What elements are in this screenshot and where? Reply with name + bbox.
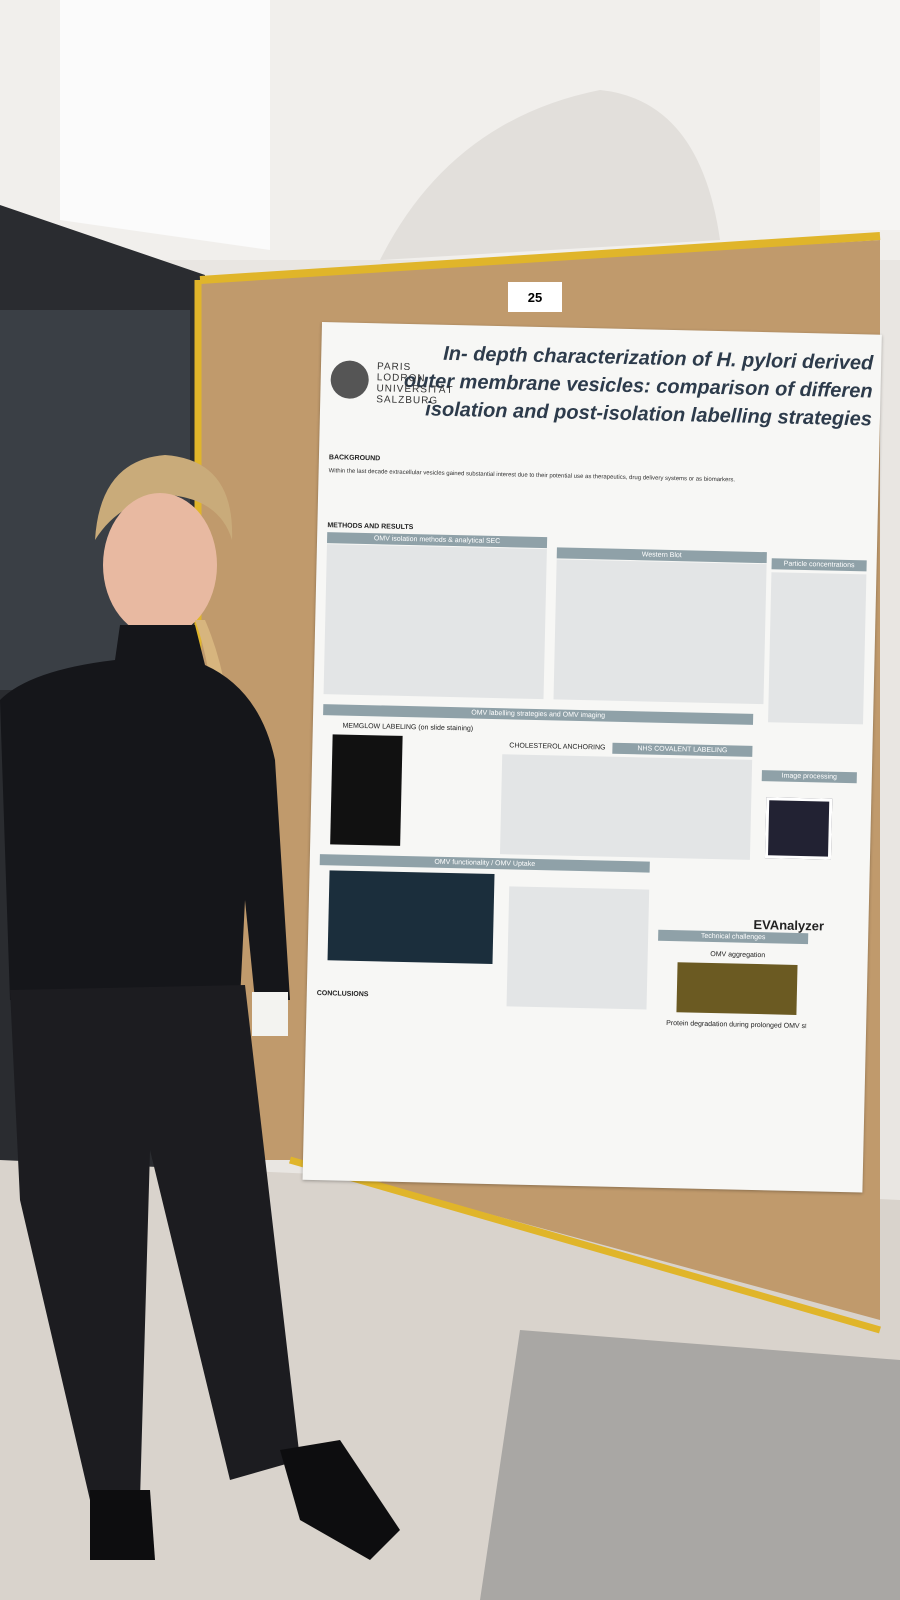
logo: EVAnalyzer (753, 916, 825, 934)
hair (95, 455, 233, 540)
panel-header: CHOLESTEROL ANCHORING (509, 742, 606, 752)
frame-top (199, 232, 881, 284)
figure (553, 559, 767, 705)
board-number: 25 (528, 290, 542, 305)
sweater (0, 625, 290, 1000)
figure (323, 544, 547, 700)
panel-header: OMV functionality / OMV Uptake (319, 854, 650, 873)
boot-right (280, 1440, 400, 1560)
window-light (60, 0, 270, 250)
figure (506, 886, 650, 1010)
section-heading: BACKGROUND (328, 454, 381, 463)
background-text: Within the last decade extracellular ves… (328, 468, 736, 484)
panel-header: Protein degradation during prolonged OMV… (666, 1019, 807, 1031)
panel-header: MEMGLOW LABELING (on slide staining) (342, 722, 474, 733)
section-heading: CONCLUSIONS (316, 990, 369, 999)
pillar (820, 0, 900, 230)
floor-tile (480, 1330, 900, 1600)
poster-title: outer membrane vesicles: comparison of d… (403, 369, 873, 403)
university-seal (330, 360, 370, 400)
microscopy-grid (330, 734, 403, 846)
panel-header: Particle concentrations (771, 558, 867, 572)
name-badge (252, 992, 288, 1036)
qr-code (764, 797, 833, 860)
panel-header: NHS COVALENT LABELING (612, 742, 753, 757)
aggregation-image (676, 962, 798, 1015)
university-name: SALZBURG (376, 394, 439, 407)
panel-header: Image processing (761, 770, 857, 784)
trousers (10, 985, 300, 1500)
number-card (508, 282, 562, 312)
vault (380, 90, 720, 260)
poster-title: isolation and post-isolation labelling s… (425, 398, 873, 431)
university-name: PARIS (376, 361, 412, 374)
uptake-images (327, 870, 495, 965)
figure (499, 754, 753, 860)
figure (768, 572, 867, 725)
frame-bottom (289, 1156, 881, 1334)
face (103, 493, 217, 637)
panel-header: OMV aggregation (710, 950, 766, 960)
poster: In- depth characterization of H. pylori … (302, 322, 882, 1193)
boot-left (90, 1490, 155, 1560)
poster-title: In- depth characterization of H. pylori … (442, 342, 874, 375)
section-heading: METHODS AND RESULTS (327, 522, 414, 532)
